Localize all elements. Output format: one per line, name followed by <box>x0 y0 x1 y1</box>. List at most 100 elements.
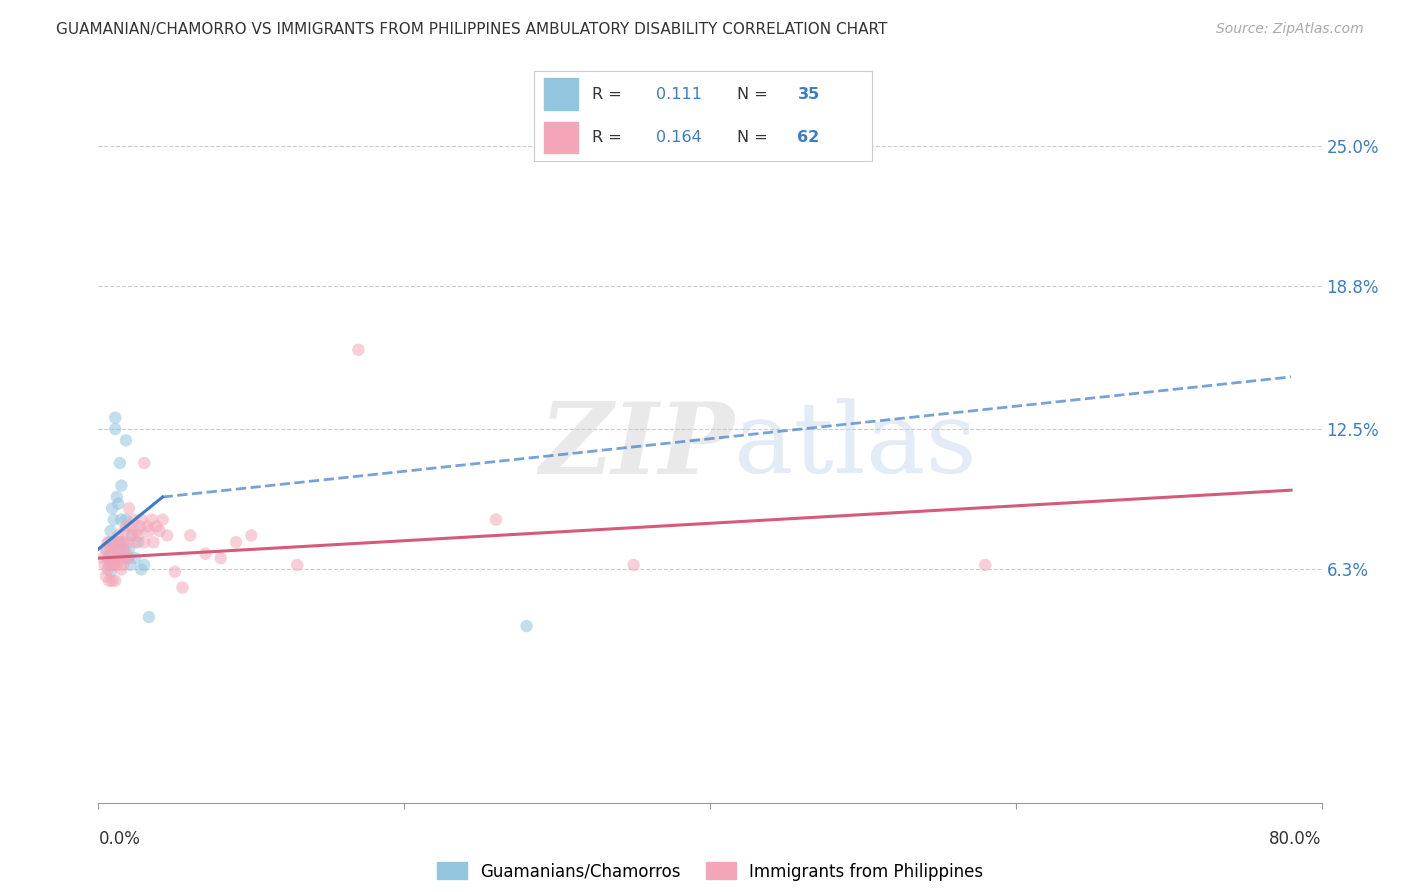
Text: N =: N = <box>737 130 773 145</box>
Point <box>120 519 142 533</box>
Text: 62: 62 <box>797 130 820 145</box>
Text: ZIP: ZIP <box>540 398 734 494</box>
Point <box>134 535 156 549</box>
Point <box>179 528 201 542</box>
Text: atlas: atlas <box>734 398 977 494</box>
Point <box>103 535 125 549</box>
Point <box>138 524 160 538</box>
Point <box>103 558 125 572</box>
Point <box>107 528 129 542</box>
Point <box>240 528 263 542</box>
Point <box>118 542 141 557</box>
Text: GUAMANIAN/CHAMORRO VS IMMIGRANTS FROM PHILIPPINES AMBULATORY DISABILITY CORRELAT: GUAMANIAN/CHAMORRO VS IMMIGRANTS FROM PH… <box>56 22 887 37</box>
Point <box>124 535 146 549</box>
Point <box>104 551 127 566</box>
Point <box>94 542 117 557</box>
Bar <box>544 78 578 110</box>
Point <box>93 558 115 572</box>
Point <box>122 513 145 527</box>
Point <box>91 551 114 566</box>
Point <box>103 513 125 527</box>
Point <box>516 619 538 633</box>
Point <box>105 542 128 557</box>
Point <box>101 574 124 588</box>
Point <box>118 501 141 516</box>
Point <box>347 343 370 357</box>
Point <box>100 542 122 557</box>
Point <box>111 535 134 549</box>
Point <box>110 478 132 492</box>
Point <box>152 513 174 527</box>
Point <box>101 547 124 561</box>
Point <box>98 574 121 588</box>
Bar <box>544 122 578 153</box>
Point <box>97 551 120 566</box>
Point <box>209 551 232 566</box>
Point <box>285 558 308 572</box>
Text: N =: N = <box>737 87 773 102</box>
Point <box>110 542 132 557</box>
Point <box>112 542 135 557</box>
Point <box>124 551 146 566</box>
Point <box>100 565 122 579</box>
Point <box>100 524 122 538</box>
Point <box>94 542 117 557</box>
Point <box>111 551 134 566</box>
Text: 35: 35 <box>797 87 820 102</box>
Point <box>623 558 645 572</box>
Point <box>104 574 127 588</box>
Point <box>97 562 120 576</box>
Point <box>100 547 122 561</box>
Point <box>134 558 156 572</box>
Point <box>121 528 143 542</box>
Point <box>100 558 122 572</box>
Point <box>105 490 128 504</box>
Point <box>163 565 186 579</box>
Text: R =: R = <box>592 87 627 102</box>
Point <box>107 535 129 549</box>
Point <box>138 610 160 624</box>
Point <box>136 519 159 533</box>
Point <box>97 535 120 549</box>
Point <box>110 513 132 527</box>
Point <box>98 558 121 572</box>
Text: 0.164: 0.164 <box>655 130 702 145</box>
Point <box>127 535 149 549</box>
Point <box>108 535 131 549</box>
Point <box>156 528 179 542</box>
Point <box>485 513 508 527</box>
Point <box>974 558 997 572</box>
Point <box>101 501 124 516</box>
Point <box>149 524 172 538</box>
Text: Source: ZipAtlas.com: Source: ZipAtlas.com <box>1216 22 1364 37</box>
Point <box>129 513 152 527</box>
Point <box>94 569 117 583</box>
Point <box>125 524 148 538</box>
Point <box>105 558 128 572</box>
Point <box>115 513 138 527</box>
Point <box>107 497 129 511</box>
Point <box>104 410 127 425</box>
Point <box>108 542 131 557</box>
Point <box>98 535 121 549</box>
Point <box>115 547 138 561</box>
Text: R =: R = <box>592 130 627 145</box>
Point <box>145 519 167 533</box>
Point <box>121 528 143 542</box>
Point <box>110 562 132 576</box>
Text: 0.111: 0.111 <box>655 87 702 102</box>
Point <box>107 551 129 566</box>
Point <box>112 551 135 566</box>
Point <box>141 513 163 527</box>
Point <box>128 519 150 533</box>
Point <box>117 535 139 549</box>
Point <box>101 535 124 549</box>
Point <box>225 535 247 549</box>
Text: 80.0%: 80.0% <box>1270 830 1322 848</box>
Point <box>115 434 138 448</box>
Point <box>108 456 131 470</box>
Text: 0.0%: 0.0% <box>98 830 141 848</box>
Point <box>111 535 134 549</box>
Point <box>142 535 165 549</box>
Point <box>112 524 135 538</box>
